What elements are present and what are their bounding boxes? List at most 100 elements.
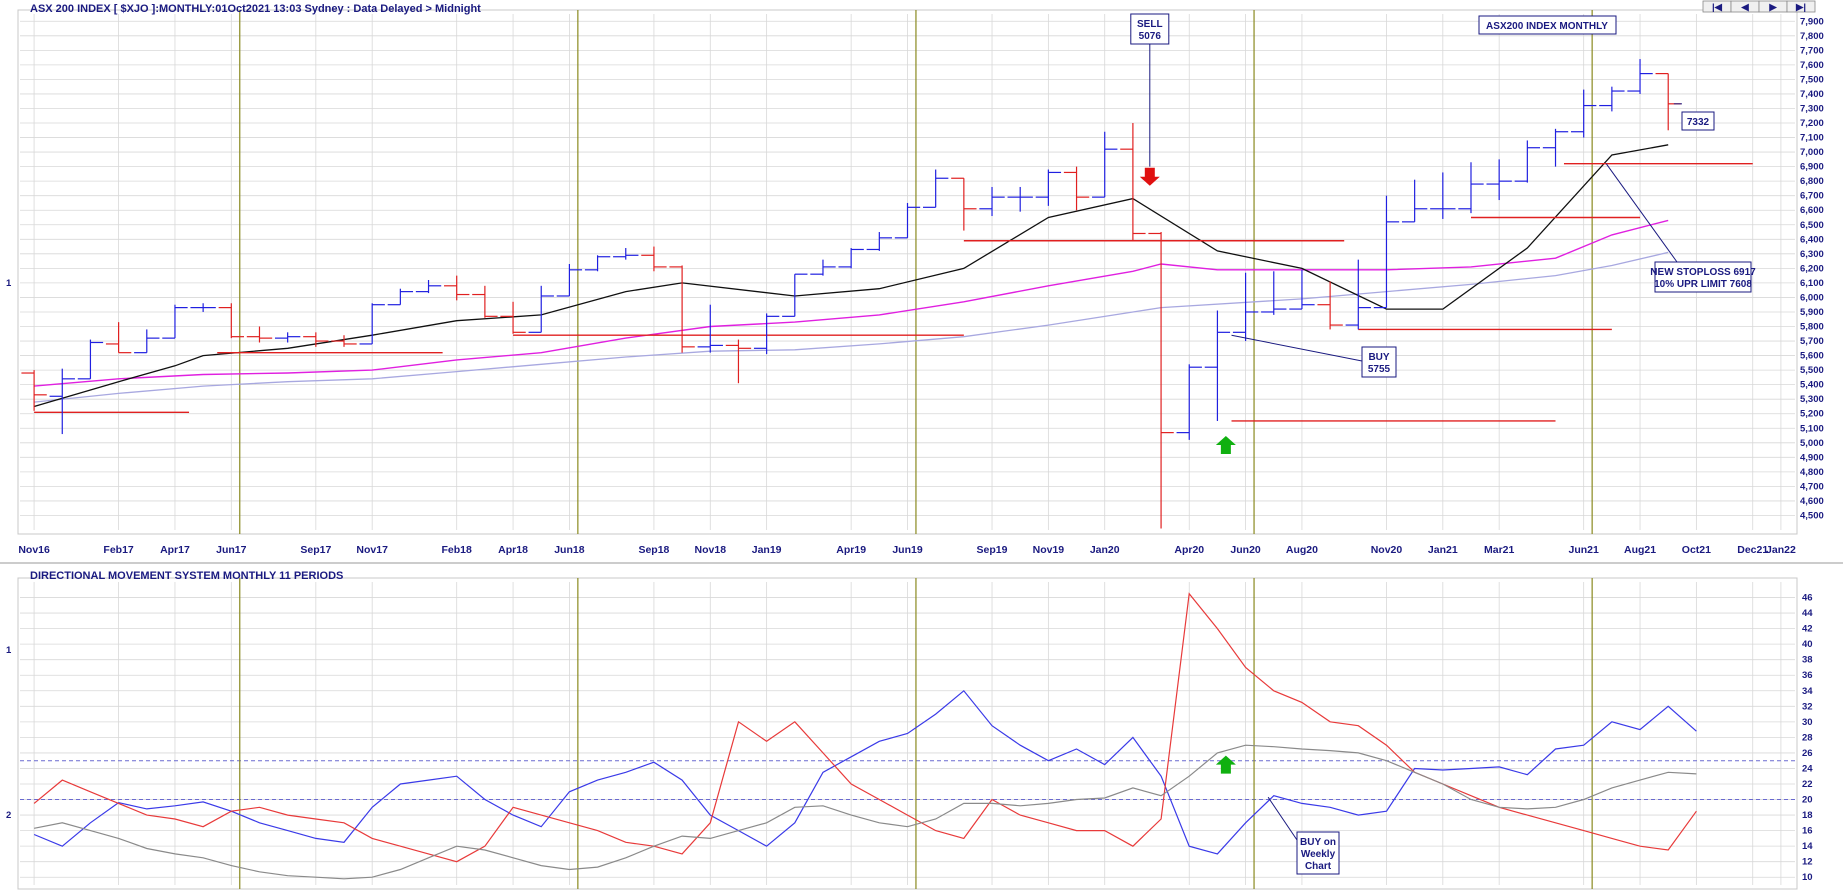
last-price-label: 7332 (1681, 111, 1715, 131)
ohlc-bar (753, 313, 780, 355)
ohlc-bar (246, 326, 273, 343)
ohlc-bar (1063, 166, 1090, 211)
ohlc-bar (894, 202, 921, 239)
x-tick-label: Nov16 (18, 544, 50, 556)
stoploss-pointer-line (1605, 163, 1678, 263)
weekly-buy-pointer-line (1267, 796, 1298, 841)
ohlc-bar (359, 303, 385, 345)
ohlc-bar (838, 248, 864, 269)
ohlc-bar (641, 246, 667, 272)
weekly-buy-label-text: Weekly (1301, 849, 1336, 860)
last-page-button[interactable]: ▶| (1786, 0, 1816, 13)
dms-buy-arrow-icon (1215, 755, 1236, 774)
ohlc-bar (134, 329, 160, 354)
price-y-tick-label: 4,500 (1800, 510, 1824, 521)
price-y-tick-label: 5,400 (1800, 380, 1824, 391)
price-y-tick-label: 6,800 (1800, 176, 1824, 187)
x-tick-label: Aug21 (1624, 544, 1656, 556)
sell-label-text: 5076 (1139, 31, 1162, 42)
price-y-tick-label: 7,400 (1800, 89, 1824, 100)
ohlc-bar (274, 332, 301, 343)
next-page-button[interactable]: ▶ (1758, 0, 1788, 13)
weekly-buy-label-text: Chart (1305, 861, 1332, 872)
ohlc-bar (1317, 281, 1343, 330)
dms-y-tick-label: 38 (1802, 655, 1813, 666)
x-tick-label: Jun19 (892, 544, 923, 556)
price-y-tick-label: 7,600 (1800, 60, 1824, 71)
price-y-tick-label: 7,300 (1800, 103, 1824, 114)
axes: 4,500 4,600 4,700 4,800 4,900 5,000 5,100 5,200… (18, 16, 1823, 883)
dms-y-tick-label: 36 (1802, 670, 1813, 681)
chart-navigation: |◀ ◀ ▶ ▶| (1702, 0, 1816, 13)
ohlc-bar (331, 335, 357, 347)
dms-y-tick-label: 44 (1802, 608, 1813, 619)
price-y-tick-label: 4,600 (1800, 496, 1824, 507)
ohlc-bar (922, 169, 949, 208)
price-y-tick-label: 5,300 (1800, 394, 1824, 405)
x-tick-label: Feb18 (442, 544, 473, 556)
ohlc-bar (1261, 271, 1287, 315)
next-page-icon: ▶ (1768, 2, 1778, 13)
ohlc-bar (21, 370, 47, 411)
buy-label-box (1361, 346, 1397, 378)
ohlc-bar (472, 285, 498, 318)
dms-gridlines (20, 582, 1795, 885)
stoploss-label-text: 10% UPR LIMIT 7608 (1654, 279, 1752, 290)
ohlc-bar (669, 265, 695, 353)
stoploss-label-box (1654, 261, 1752, 293)
ohlc-bar (979, 186, 1005, 217)
dms-y-tick-label: 32 (1802, 701, 1813, 712)
ohlc-bar (1430, 172, 1456, 219)
ohlc-bar (77, 339, 104, 380)
ohlc-bar (866, 232, 893, 251)
first-page-icon: |◀ (1712, 2, 1723, 13)
x-tick-label: Feb17 (103, 544, 134, 556)
dms-left-marker-1: 1 (6, 645, 12, 656)
previous-page-button[interactable]: ◀ (1730, 0, 1760, 13)
x-tick-label: Jun21 (1569, 544, 1600, 556)
sell-label-box (1130, 13, 1170, 45)
x-tick-label: Oct21 (1682, 544, 1711, 556)
price-y-tick-label: 6,600 (1800, 205, 1824, 216)
stoploss-label-text: NEW STOPLOSS 6917 (1650, 267, 1756, 278)
ohlc-bar (1007, 186, 1033, 212)
moving-average-mid (34, 219, 1669, 387)
ohlc-bar (1148, 232, 1174, 529)
price-y-tick-label: 5,000 (1800, 438, 1824, 449)
price-y-tick-label: 7,100 (1800, 133, 1824, 144)
price-y-tick-label: 5,200 (1800, 409, 1824, 420)
x-tick-label: Nov20 (1371, 544, 1403, 556)
dms-y-tick-label: 46 (1802, 593, 1813, 604)
x-tick-label: Jun18 (554, 544, 585, 556)
price-y-tick-label: 4,900 (1800, 452, 1824, 463)
price-y-tick-label: 7,900 (1800, 16, 1824, 27)
ohlc-bar (556, 264, 583, 297)
dms-y-tick-label: 14 (1802, 841, 1813, 852)
x-tick-label: Apr19 (836, 544, 866, 556)
ohlc-bar (951, 177, 977, 231)
dms-y-tick-label: 22 (1802, 779, 1813, 790)
x-tick-label: Jan20 (1090, 544, 1120, 556)
price-y-tick-label: 6,000 (1800, 292, 1824, 303)
first-page-button[interactable]: |◀ (1702, 0, 1732, 13)
ohlc-bar (1232, 272, 1259, 342)
price-gridlines (20, 14, 1795, 530)
x-tick-label: Dec21 (1737, 544, 1768, 556)
moving-averages (33, 144, 1669, 408)
price-y-tick-label: 4,700 (1800, 481, 1824, 492)
price-y-tick-label: 5,800 (1800, 322, 1824, 333)
price-y-tick-label: 7,200 (1800, 118, 1824, 129)
dms-y-tick-label: 42 (1802, 624, 1813, 635)
ohlc-bar (1289, 269, 1315, 310)
weekly-buy-label-text: BUY on (1300, 837, 1336, 848)
ohlc-bar (1092, 131, 1118, 198)
left-marker-1: 1 (6, 278, 12, 289)
dms-y-tick-label: 26 (1802, 748, 1813, 759)
ohlc-bar (697, 304, 723, 353)
dms-y-tick-label: 18 (1802, 810, 1813, 821)
ohlc-bar (1204, 310, 1231, 421)
buy-arrow-icon (1215, 435, 1236, 454)
